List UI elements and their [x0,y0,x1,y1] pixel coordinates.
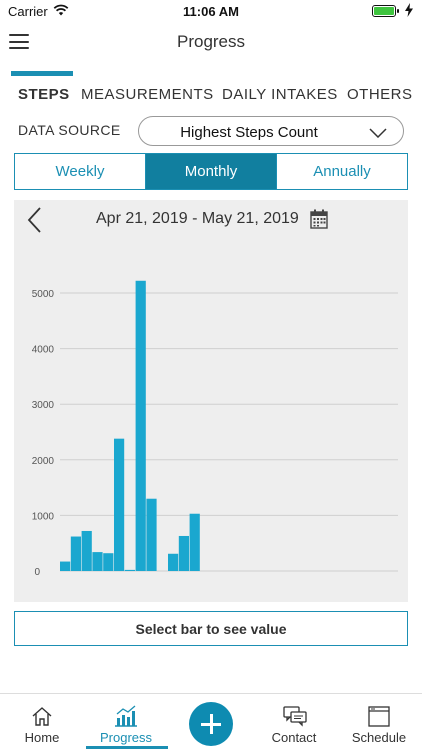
data-source-dropdown[interactable]: Highest Steps Count [138,116,404,146]
wifi-icon [53,4,69,16]
progress-chart-icon [115,705,137,727]
bar-may-1[interactable] [168,553,179,571]
home-icon [32,707,52,726]
bar-apr-24[interactable] [92,552,103,571]
steps-bar-chart: 0 1000 2000 3000 4000 5000 [32,280,398,578]
period-monthly-button[interactable]: Monthly [146,154,277,189]
chart-panel: 0 1000 2000 3000 4000 5000 Apr 21, 2019 - May… [14,200,408,602]
bar-apr-29[interactable] [146,498,157,571]
bar-apr-22[interactable] [70,536,81,571]
nav-contact[interactable]: Contact [254,694,334,750]
carrier-label: Carrier [8,4,48,19]
nav-schedule-label: Schedule [351,730,407,745]
chat-bubbles-icon [283,706,307,727]
nav-progress[interactable]: Progress [86,694,168,750]
bar-apr-26[interactable] [114,438,125,571]
status-bar: Carrier 11:06 AM [0,0,422,22]
nav-schedule[interactable]: Schedule [339,694,419,750]
battery-icon [372,5,399,17]
bar-apr-27[interactable] [124,569,135,571]
data-source-label: DATA SOURCE [18,122,121,138]
tab-others[interactable]: OTHERS [347,86,413,103]
y-tick-label: 3000 [32,400,55,411]
nav-home[interactable]: Home [2,694,82,750]
data-source-value: Highest Steps Count [180,124,318,141]
date-range-label: Apr 21, 2019 - May 21, 2019 [96,210,299,227]
calendar-window-icon [368,706,390,727]
y-tick-label: 1000 [32,511,55,522]
app-header: Progress [0,22,422,66]
y-tick-label: 5000 [32,289,55,300]
chevron-down-icon [369,128,387,138]
period-annually-button[interactable]: Annually [313,163,371,180]
tab-daily-intakes[interactable]: DAILY INTAKES [222,86,338,103]
nav-contact-label: Contact [271,730,317,745]
tab-steps[interactable]: STEPS [18,86,70,103]
nav-active-indicator [86,746,168,749]
y-tick-label: 4000 [32,345,55,356]
bar-apr-28[interactable] [135,280,146,571]
period-weekly-button[interactable]: Weekly [15,154,146,189]
category-tabs: STEPS MEASUREMENTS DAILY INTAKES OTHERS [0,86,422,108]
page-title: Progress [176,32,246,51]
status-time: 11:06 AM [183,4,239,19]
bar-may-3[interactable] [189,513,200,571]
previous-period-icon[interactable] [26,206,42,234]
add-entry-button[interactable] [189,702,233,746]
y-tick-label: 2000 [32,456,55,467]
tab-measurements[interactable]: MEASUREMENTS [81,86,214,103]
nav-home-label: Home [24,730,60,745]
bar-may-2[interactable] [178,535,189,571]
period-selector: Weekly Monthly Annually [14,153,408,190]
bar-apr-21[interactable] [60,561,71,571]
tab-active-indicator [11,71,73,76]
bar-apr-23[interactable] [81,530,92,571]
y-tick-label: 0 [34,567,40,578]
bar-apr-25[interactable] [103,553,114,571]
charging-icon [405,3,413,17]
selected-value-box[interactable]: Select bar to see value [14,611,408,646]
calendar-icon[interactable] [310,209,328,229]
hamburger-menu-icon[interactable] [9,34,29,49]
nav-progress-label: Progress [99,730,153,745]
